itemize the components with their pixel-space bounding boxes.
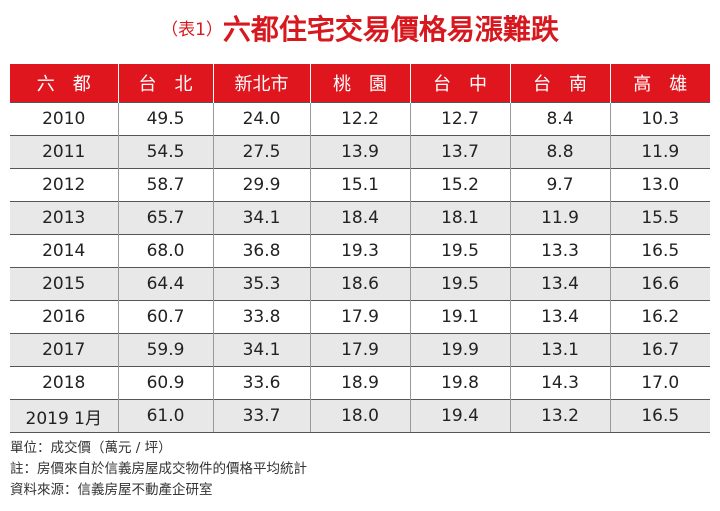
price-cell: 65.7	[117, 201, 213, 235]
price-cell: 60.7	[117, 300, 213, 334]
price-cell: 18.6	[309, 267, 410, 301]
price-cell: 13.0	[609, 168, 710, 202]
price-cell: 33.6	[212, 366, 310, 400]
header-cell: 台 南	[509, 64, 610, 103]
price-cell: 29.9	[212, 168, 310, 202]
price-cell: 18.0	[309, 399, 410, 433]
header-cell: 新北市	[212, 64, 310, 103]
note: 單位：成交價（萬元 / 坪）	[10, 440, 172, 456]
price-cell: 64.4	[117, 267, 213, 301]
price-cell: 15.1	[309, 168, 410, 202]
notes: 單位：成交價（萬元 / 坪） 註：房價來自於信義房屋成交物件的價格平均統計 資料來源…	[10, 438, 307, 501]
price-cell: 58.7	[117, 168, 213, 202]
year-cell: 2014	[10, 234, 118, 268]
price-cell: 19.5	[409, 234, 510, 268]
price-cell: 19.8	[409, 366, 510, 400]
price-cell: 12.7	[409, 102, 510, 136]
table-row: 2019 1月 61.0 33.7 18.0 19.4 13.2 16.5	[10, 399, 710, 433]
price-cell: 8.4	[509, 102, 610, 136]
price-cell: 24.0	[212, 102, 310, 136]
price-cell: 10.3	[609, 102, 710, 136]
price-cell: 27.5	[212, 135, 310, 169]
price-cell: 12.2	[309, 102, 410, 136]
price-cell: 11.9	[509, 201, 610, 235]
price-cell: 19.5	[409, 267, 510, 301]
year-cell: 2017	[10, 333, 118, 367]
table-row: 2013 65.7 34.1 18.4 18.1 11.9 15.5	[10, 201, 710, 235]
price-cell: 34.1	[212, 333, 310, 367]
year-cell: 2013	[10, 201, 118, 235]
price-cell: 61.0	[117, 399, 213, 433]
price-cell: 33.8	[212, 300, 310, 334]
header-cell: 桃 園	[309, 64, 410, 103]
table-row: 2018 60.9 33.6 18.9 19.8 14.3 17.0	[10, 366, 710, 400]
price-cell: 33.7	[212, 399, 310, 433]
table-row: 2012 58.7 29.9 15.1 15.2 9.7 13.0	[10, 168, 710, 202]
price-cell: 16.5	[609, 399, 710, 433]
year-cell: 2019 1月	[10, 399, 118, 433]
price-cell: 13.9	[309, 135, 410, 169]
table-row: 2014 68.0 36.8 19.3 19.5 13.3 16.5	[10, 234, 710, 268]
price-cell: 35.3	[212, 267, 310, 301]
title-text: 六都住宅交易價格易漲難跌	[222, 13, 559, 46]
year-cell: 2012	[10, 168, 118, 202]
header-cell: 六 都	[10, 64, 118, 103]
price-cell: 17.9	[309, 333, 410, 367]
title-prefix: （表1）	[161, 20, 223, 40]
price-cell: 14.3	[509, 366, 610, 400]
table-row: 2011 54.5 27.5 13.9 13.7 8.8 11.9	[10, 135, 710, 169]
title: （表1）六都住宅交易價格易漲難跌	[0, 8, 720, 48]
price-cell: 13.2	[509, 399, 610, 433]
price-cell: 17.0	[609, 366, 710, 400]
price-cell: 19.3	[309, 234, 410, 268]
header-row: 六 都台 北新北市桃 園台 中台 南高 雄	[10, 64, 710, 103]
price-cell: 19.1	[409, 300, 510, 334]
table-row: 2017 59.9 34.1 17.9 19.9 13.1 16.7	[10, 333, 710, 367]
price-table: 六 都台 北新北市桃 園台 中台 南高 雄 2010 49.5 24.0 12.2 12…	[10, 64, 710, 433]
price-cell: 11.9	[609, 135, 710, 169]
price-cell: 13.4	[509, 267, 610, 301]
price-cell: 16.5	[609, 234, 710, 268]
price-cell: 9.7	[509, 168, 610, 202]
price-cell: 16.7	[609, 333, 710, 367]
table-body: 2010 49.5 24.0 12.2 12.7 8.4 10.3 2011 54.5 27.5 1…	[10, 102, 710, 433]
year-cell: 2018	[10, 366, 118, 400]
table-row: 2010 49.5 24.0 12.2 12.7 8.4 10.3	[10, 102, 710, 136]
table-row: 2015 64.4 35.3 18.6 19.5 13.4 16.6	[10, 267, 710, 301]
header-cell: 台 北	[117, 64, 213, 103]
year-cell: 2010	[10, 102, 118, 136]
year-cell: 2011	[10, 135, 118, 169]
price-cell: 19.4	[409, 399, 510, 433]
note: 註：房價來自於信義房屋成交物件的價格平均統計	[10, 461, 307, 477]
price-cell: 59.9	[117, 333, 213, 367]
table-row: 2016 60.7 33.8 17.9 19.1 13.4 16.2	[10, 300, 710, 334]
header-cell: 台 中	[409, 64, 510, 103]
price-cell: 19.9	[409, 333, 510, 367]
price-cell: 68.0	[117, 234, 213, 268]
price-cell: 18.9	[309, 366, 410, 400]
price-cell: 13.1	[509, 333, 610, 367]
year-cell: 2016	[10, 300, 118, 334]
price-cell: 13.7	[409, 135, 510, 169]
note: 資料來源：信義房屋不動產企研室	[10, 482, 213, 498]
price-cell: 34.1	[212, 201, 310, 235]
price-cell: 8.8	[509, 135, 610, 169]
price-cell: 13.4	[509, 300, 610, 334]
year-cell: 2015	[10, 267, 118, 301]
price-cell: 13.3	[509, 234, 610, 268]
price-cell: 60.9	[117, 366, 213, 400]
price-cell: 17.9	[309, 300, 410, 334]
price-cell: 36.8	[212, 234, 310, 268]
price-cell: 54.5	[117, 135, 213, 169]
price-cell: 16.2	[609, 300, 710, 334]
price-cell: 15.2	[409, 168, 510, 202]
price-cell: 49.5	[117, 102, 213, 136]
price-cell: 15.5	[609, 201, 710, 235]
price-cell: 18.4	[309, 201, 410, 235]
price-cell: 16.6	[609, 267, 710, 301]
header-cell: 高 雄	[609, 64, 710, 103]
price-cell: 18.1	[409, 201, 510, 235]
